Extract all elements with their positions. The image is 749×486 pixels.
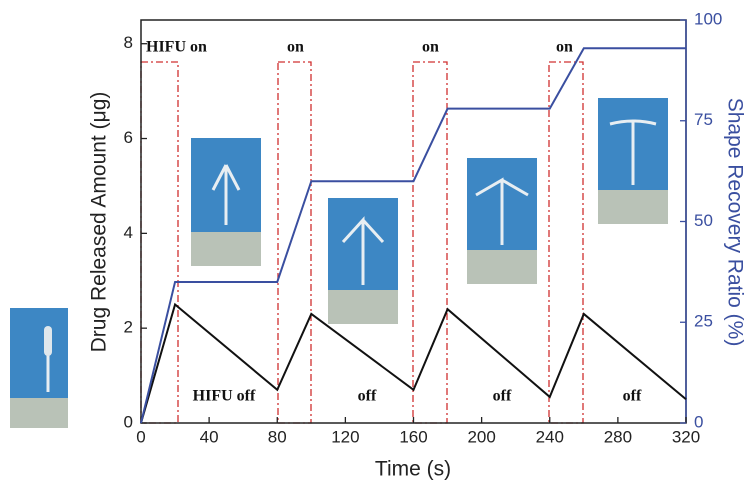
y-tick-label: 4	[124, 223, 133, 242]
y-tick-label: 2	[124, 318, 133, 337]
annotation: on	[422, 39, 439, 56]
photo	[191, 138, 261, 266]
annotation: off	[623, 388, 642, 405]
y-tick-label: 8	[124, 33, 133, 52]
photo	[328, 198, 398, 324]
annotation: HIFU on	[146, 39, 207, 56]
annotation: HIFU off	[193, 388, 256, 405]
annotation: on	[556, 39, 573, 56]
hifu-on-box	[412, 61, 448, 424]
x-tick-label: 160	[399, 427, 427, 446]
x-tick-label: 200	[467, 427, 495, 446]
x-tick-label: 320	[672, 427, 700, 446]
y2-tick-label: 0	[694, 412, 703, 431]
x-tick-label: 120	[331, 427, 359, 446]
hifu-on-box	[548, 61, 584, 424]
x-tick-label: 80	[268, 427, 287, 446]
y2-tick-label: 75	[694, 110, 713, 129]
y2-tick-label: 25	[694, 312, 713, 331]
annotation: off	[358, 388, 377, 405]
hifu-on-box	[277, 61, 312, 424]
data-line	[140, 302, 687, 424]
photo	[467, 158, 537, 284]
y2-tick-label: 100	[694, 9, 722, 28]
x-tick-label: 240	[536, 427, 564, 446]
data-line	[140, 47, 686, 424]
x-axis-label: Time (s)	[375, 458, 451, 481]
hifu-on-box	[140, 61, 179, 424]
annotation: off	[493, 388, 512, 405]
y-tick-label: 0	[124, 412, 133, 431]
x-tick-label: 280	[604, 427, 632, 446]
photo-insets	[10, 98, 668, 428]
annotation: on	[287, 39, 304, 56]
y-tick-label: 6	[124, 128, 133, 147]
y2-axis-label: Shape Recovery Ratio (%)	[723, 98, 746, 347]
photo	[598, 98, 668, 224]
x-tick-label: 0	[136, 427, 145, 446]
y-axis-label: Drug Released Amount (μg)	[88, 92, 111, 353]
y2-tick-label: 50	[694, 211, 713, 230]
x-tick-label: 40	[200, 427, 219, 446]
photo	[10, 308, 68, 428]
